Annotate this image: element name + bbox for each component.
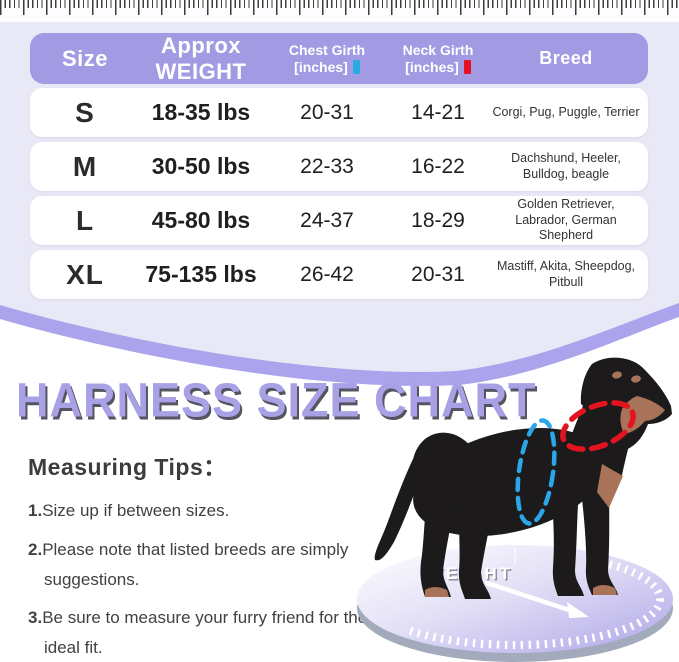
header-neck-girth-line1: Neck Girth [402, 42, 474, 59]
chest-girth-measure-line [515, 418, 557, 526]
measuring-tips-heading: Measuring Tips： [28, 454, 227, 480]
header-chest-girth-line2: [inches] [294, 58, 348, 75]
neck-girth-color-marker-icon [463, 59, 471, 74]
dog-silhouette [374, 357, 672, 599]
purple-curve-band [0, 303, 679, 386]
cell-breed: Mastiff, Akita, Sheepdog, Pitbull [496, 258, 636, 289]
cell-neck: 16-22 [411, 154, 465, 178]
cell-neck: 14-21 [411, 100, 465, 124]
tip-number: 1. [28, 501, 43, 520]
cell-chest: 24-37 [300, 208, 354, 232]
cell-size: L [75, 204, 95, 236]
header-breed: Breed [539, 48, 593, 69]
weight-arrow-icon [484, 580, 589, 618]
cell-breed: Golden Retriever, Labrador, German Sheph… [515, 197, 617, 243]
dog-measurement-illustration: WEIGHT WEIGHT [357, 357, 673, 662]
cell-size: XL [66, 258, 104, 290]
tip-number: 2. [28, 539, 43, 559]
table-row-size-l: L 45-80 lbs 24-37 18-29 Golden Retriever… [30, 196, 648, 245]
cell-neck: 18-29 [411, 208, 465, 232]
table-header-row: Size Approx WEIGHT Chest Girth [inches] … [30, 33, 648, 84]
chest-girth-color-marker-icon [352, 59, 360, 74]
cell-neck: 20-31 [411, 262, 465, 286]
neck-girth-measure-line [560, 400, 636, 452]
cell-chest: 20-31 [300, 100, 354, 124]
measuring-tape-ruler [0, 0, 679, 22]
cell-weight: 18-35 lbs [151, 99, 251, 125]
tip-text: Size up if between sizes. [42, 501, 230, 520]
tip-item-2: 2.Please note that listed breeds are sim… [28, 535, 384, 595]
header-chest-girth-line1: Chest Girth [288, 42, 366, 59]
header-neck-girth-line2: [inches] [405, 58, 459, 75]
header-chest-girth: Chest Girth [inches] [262, 42, 392, 74]
cell-weight: 45-80 lbs [151, 207, 251, 233]
cell-weight: 75-135 lbs [145, 261, 257, 287]
weight-scale-platform: WEIGHT WEIGHT [357, 545, 673, 662]
table-row-size-s: S 18-35 lbs 20-31 14-21 Corgi, Pug, Pugg… [30, 88, 648, 137]
page-title: HARNESS SIZE CHART [16, 372, 537, 428]
tip-text: Be sure to measure your furry friend for… [42, 608, 368, 657]
cell-chest: 26-42 [300, 262, 354, 286]
header-size: Size [61, 45, 109, 71]
size-table: Size Approx WEIGHT Chest Girth [inches] … [30, 33, 648, 299]
table-row-size-m: M 30-50 lbs 22-33 16-22 Dachshund, Heele… [30, 142, 648, 191]
cell-chest: 22-33 [300, 154, 354, 178]
cell-breed: Dachshund, Heeler, Bulldog, beagle [511, 150, 621, 181]
cell-size: M [72, 150, 98, 182]
tip-item-3: 3.Be sure to measure your furry friend f… [28, 603, 384, 662]
tip-number: 3. [28, 608, 43, 628]
cell-breed: Corgi, Pug, Puggle, Terrier [492, 104, 640, 119]
cell-weight: 30-50 lbs [151, 153, 251, 179]
table-row-size-xl: XL 75-135 lbs 26-42 20-31 Mastiff, Akita… [30, 250, 648, 299]
measuring-tips: Measuring Tips： 1.Size up if between siz… [28, 448, 384, 662]
tip-item-1: 1.Size up if between sizes. [28, 496, 384, 526]
header-neck-girth: Neck Girth [inches] [392, 42, 484, 74]
header-approx-weight: Approx WEIGHT [155, 33, 247, 84]
tip-text: Please note that listed breeds are simpl… [42, 539, 349, 589]
cell-size: S [75, 96, 95, 128]
